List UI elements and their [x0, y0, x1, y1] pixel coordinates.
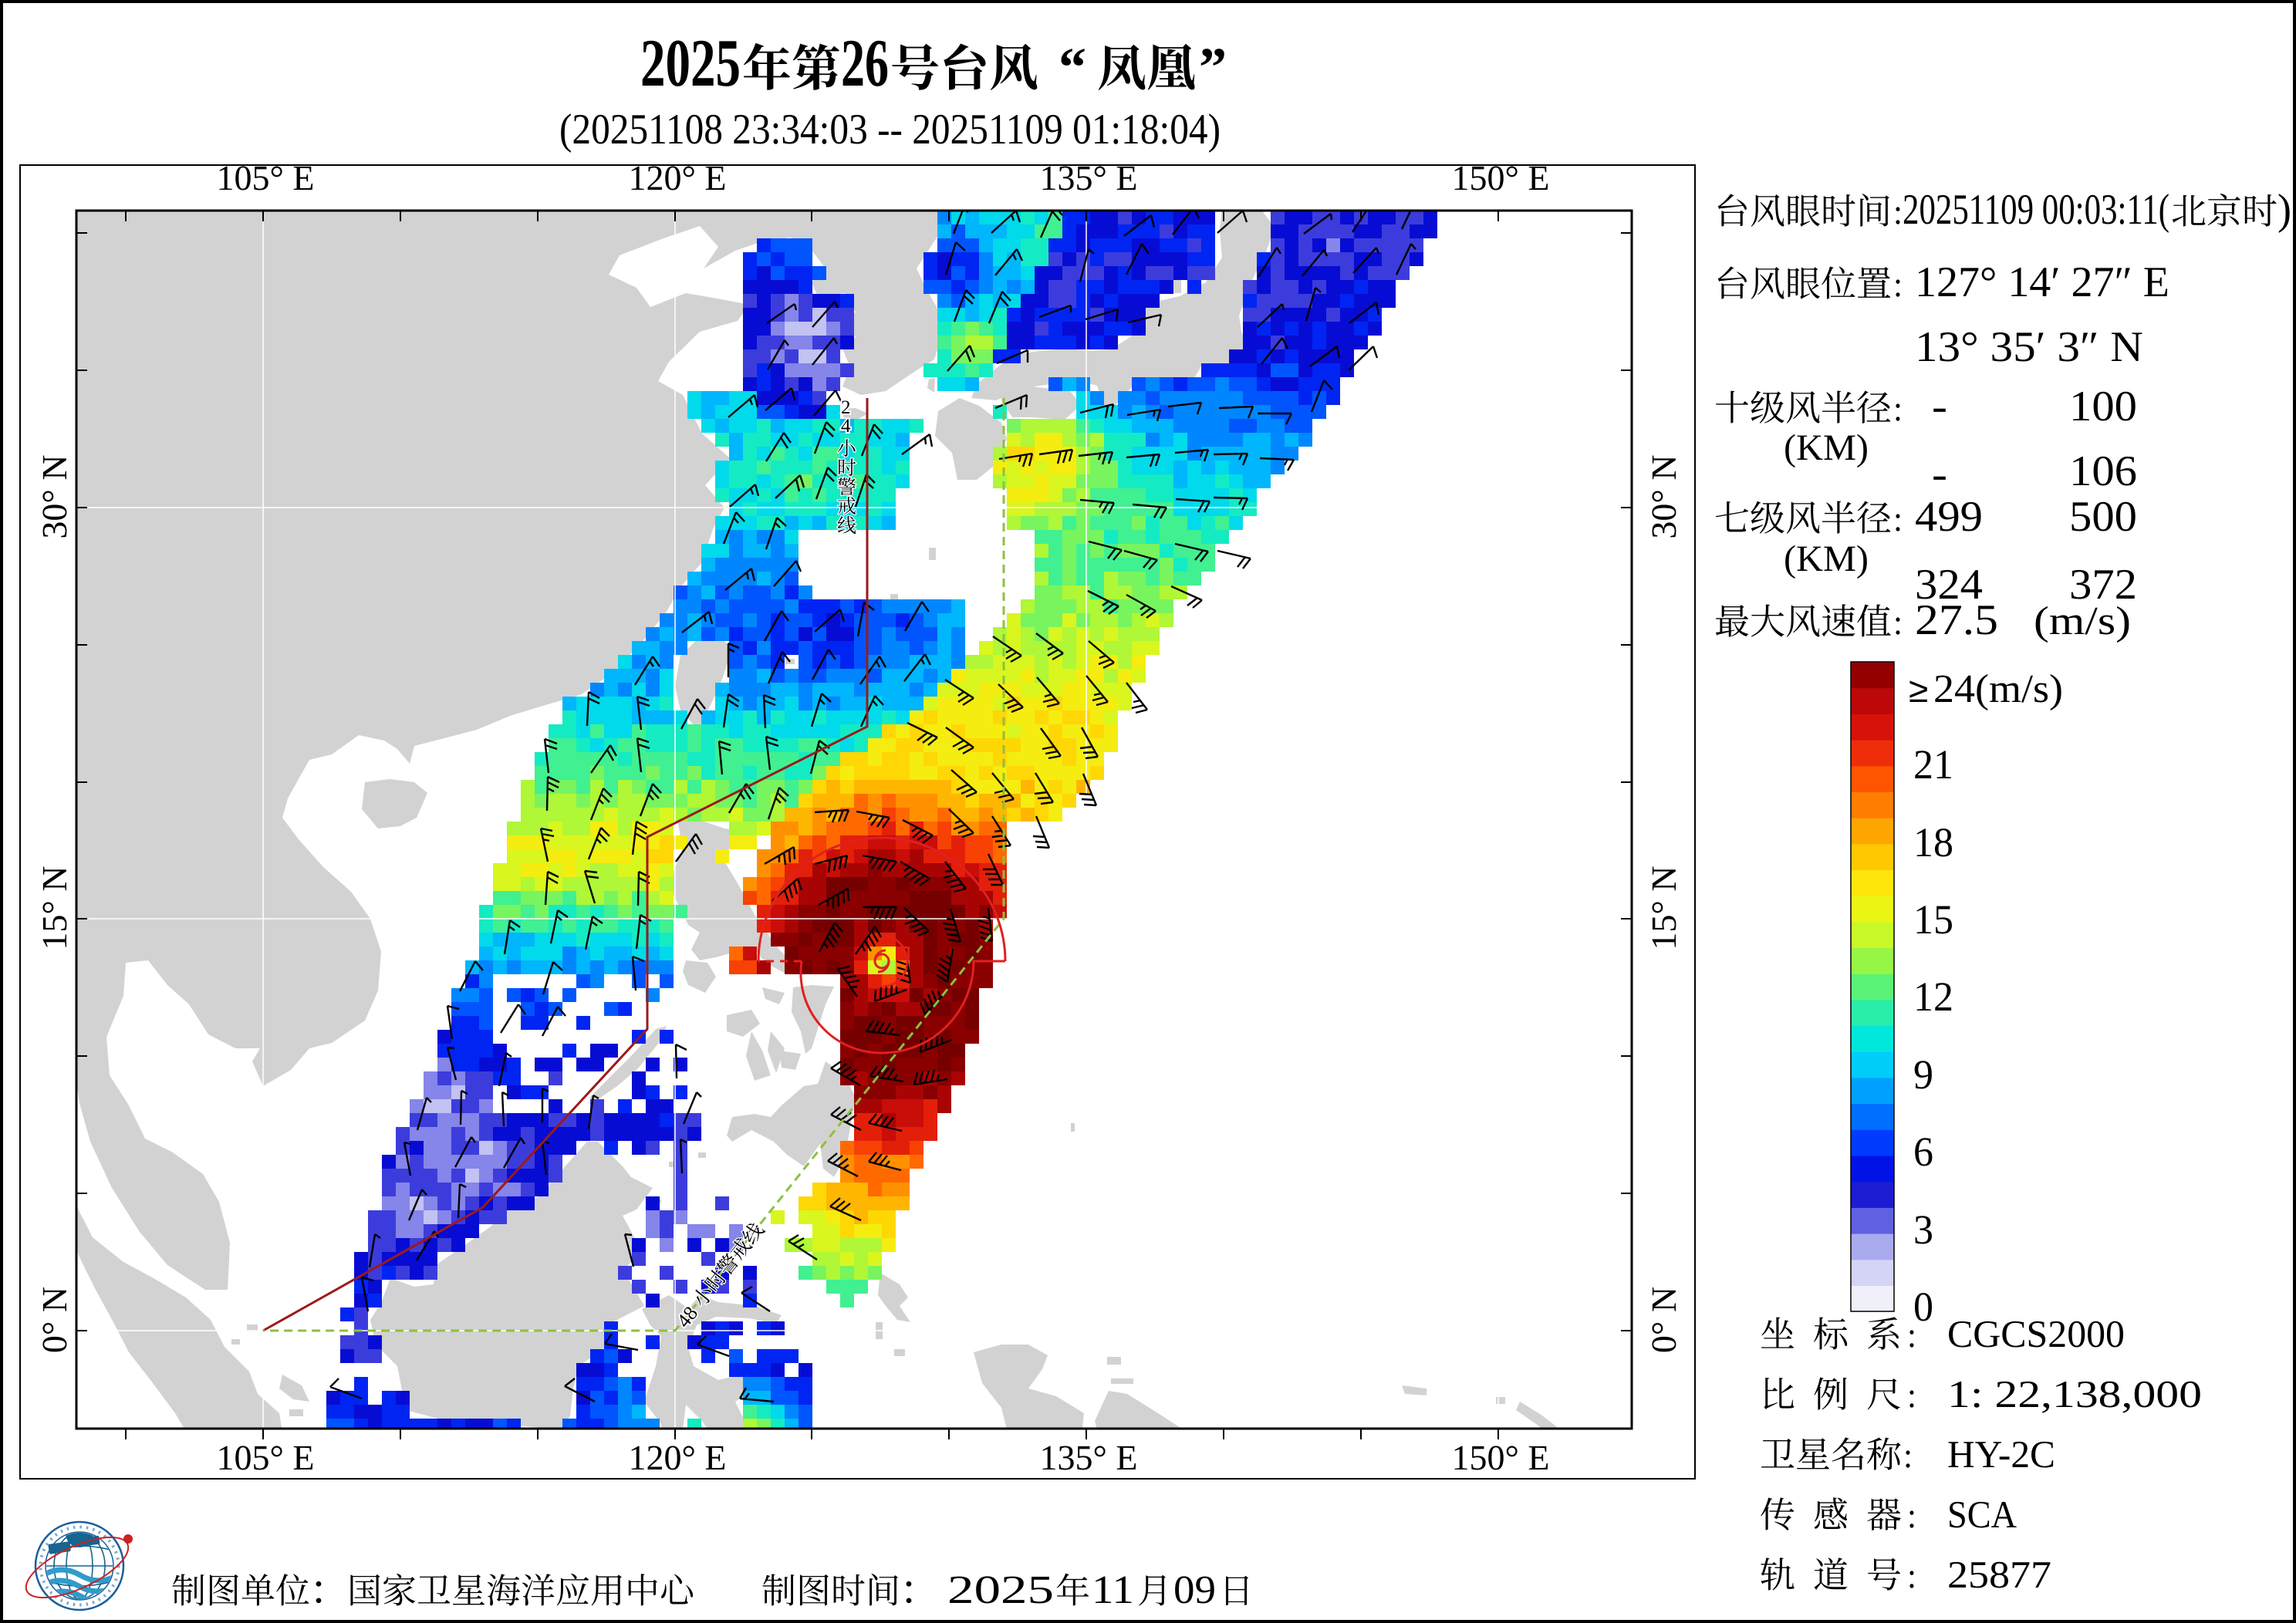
svg-text:106: 106: [2069, 447, 2137, 495]
svg-text:100: 100: [2069, 383, 2137, 430]
svg-text::: :: [1893, 265, 1903, 304]
svg-text:24(m/s): 24(m/s): [1933, 667, 2063, 711]
svg-text:500: 500: [2069, 493, 2137, 541]
svg-text:11: 11: [1092, 1568, 1134, 1612]
svg-text:2025: 2025: [947, 1568, 1054, 1612]
svg-text::: :: [1893, 499, 1903, 538]
svg-text:27.5: 27.5: [1915, 596, 1998, 644]
svg-text:499: 499: [1915, 493, 1983, 541]
svg-text::: :: [1903, 1436, 1913, 1475]
svg-text:0° N: 0° N: [35, 1287, 74, 1353]
svg-text:105° E: 105° E: [217, 1438, 315, 1477]
svg-text:(m/s): (m/s): [2034, 599, 2131, 643]
svg-text:：: ：: [900, 1573, 934, 1611]
svg-text:26: 26: [841, 26, 889, 101]
svg-text:30° N: 30° N: [1644, 454, 1683, 538]
svg-text:150° E: 150° E: [1452, 158, 1550, 197]
svg-text:20251109 00:03:11(: 20251109 00:03:11(: [1903, 186, 2169, 234]
svg-text:SCA: SCA: [1947, 1493, 2017, 1536]
svg-text:HY-2C: HY-2C: [1947, 1432, 2055, 1476]
svg-text:6: 6: [1913, 1129, 1933, 1175]
svg-text:0: 0: [1913, 1284, 1933, 1330]
svg-text:CGCS2000: CGCS2000: [1947, 1312, 2125, 1355]
svg-text:2: 2: [841, 397, 851, 418]
svg-text:30° N: 30° N: [35, 454, 74, 538]
svg-text:(KM): (KM): [1784, 427, 1869, 468]
svg-text:1: 22,138,000: 1: 22,138,000: [1947, 1372, 2202, 1415]
svg-text:(20251108 23:34:03 -- 20251109: (20251108 23:34:03 -- 20251109 01:18:04): [559, 106, 1221, 154]
svg-text:21: 21: [1913, 741, 1953, 788]
svg-text:09: 09: [1173, 1568, 1216, 1612]
svg-text:3: 3: [1913, 1206, 1933, 1253]
svg-text:(KM): (KM): [1784, 538, 1869, 579]
svg-text:”: ”: [1199, 36, 1227, 98]
svg-text:-: -: [1932, 383, 1947, 430]
svg-text:-: -: [1932, 450, 1947, 498]
svg-text::: :: [1907, 1496, 1916, 1535]
svg-text:372: 372: [2069, 561, 2137, 609]
svg-text::: :: [1907, 1315, 1916, 1355]
svg-text::: :: [1907, 1556, 1916, 1595]
svg-text::: :: [1893, 192, 1903, 231]
svg-text:120° E: 120° E: [629, 158, 727, 197]
svg-text:9: 9: [1913, 1051, 1933, 1098]
svg-text:“: “: [1059, 36, 1086, 98]
svg-text:4: 4: [841, 416, 851, 437]
svg-text:：: ：: [310, 1573, 344, 1611]
svg-text:): ): [2277, 186, 2291, 234]
svg-text:150° E: 150° E: [1452, 1438, 1550, 1477]
svg-text::: :: [1907, 1375, 1916, 1415]
svg-text:105° E: 105° E: [217, 158, 315, 197]
svg-text:15° N: 15° N: [35, 865, 74, 950]
svg-text::: :: [1893, 389, 1903, 428]
svg-text:≥: ≥: [1909, 670, 1928, 710]
svg-text:13° 35′ 3″ N: 13° 35′ 3″ N: [1915, 323, 2143, 371]
svg-text:2025: 2025: [640, 26, 741, 101]
svg-text:18: 18: [1913, 819, 1953, 865]
svg-text:135° E: 135° E: [1040, 1438, 1138, 1477]
svg-text::: :: [1893, 602, 1903, 642]
svg-text:15° N: 15° N: [1644, 865, 1683, 950]
svg-text:127° 14′ 27″ E: 127° 14′ 27″ E: [1915, 258, 2169, 306]
svg-text:0° N: 0° N: [1644, 1287, 1683, 1353]
svg-text:324: 324: [1915, 561, 1983, 609]
svg-text:120° E: 120° E: [629, 1438, 727, 1477]
svg-text:135° E: 135° E: [1040, 158, 1138, 197]
svg-text:15: 15: [1913, 896, 1953, 943]
svg-text:25877: 25877: [1947, 1553, 2051, 1596]
svg-text:12: 12: [1913, 973, 1953, 1020]
